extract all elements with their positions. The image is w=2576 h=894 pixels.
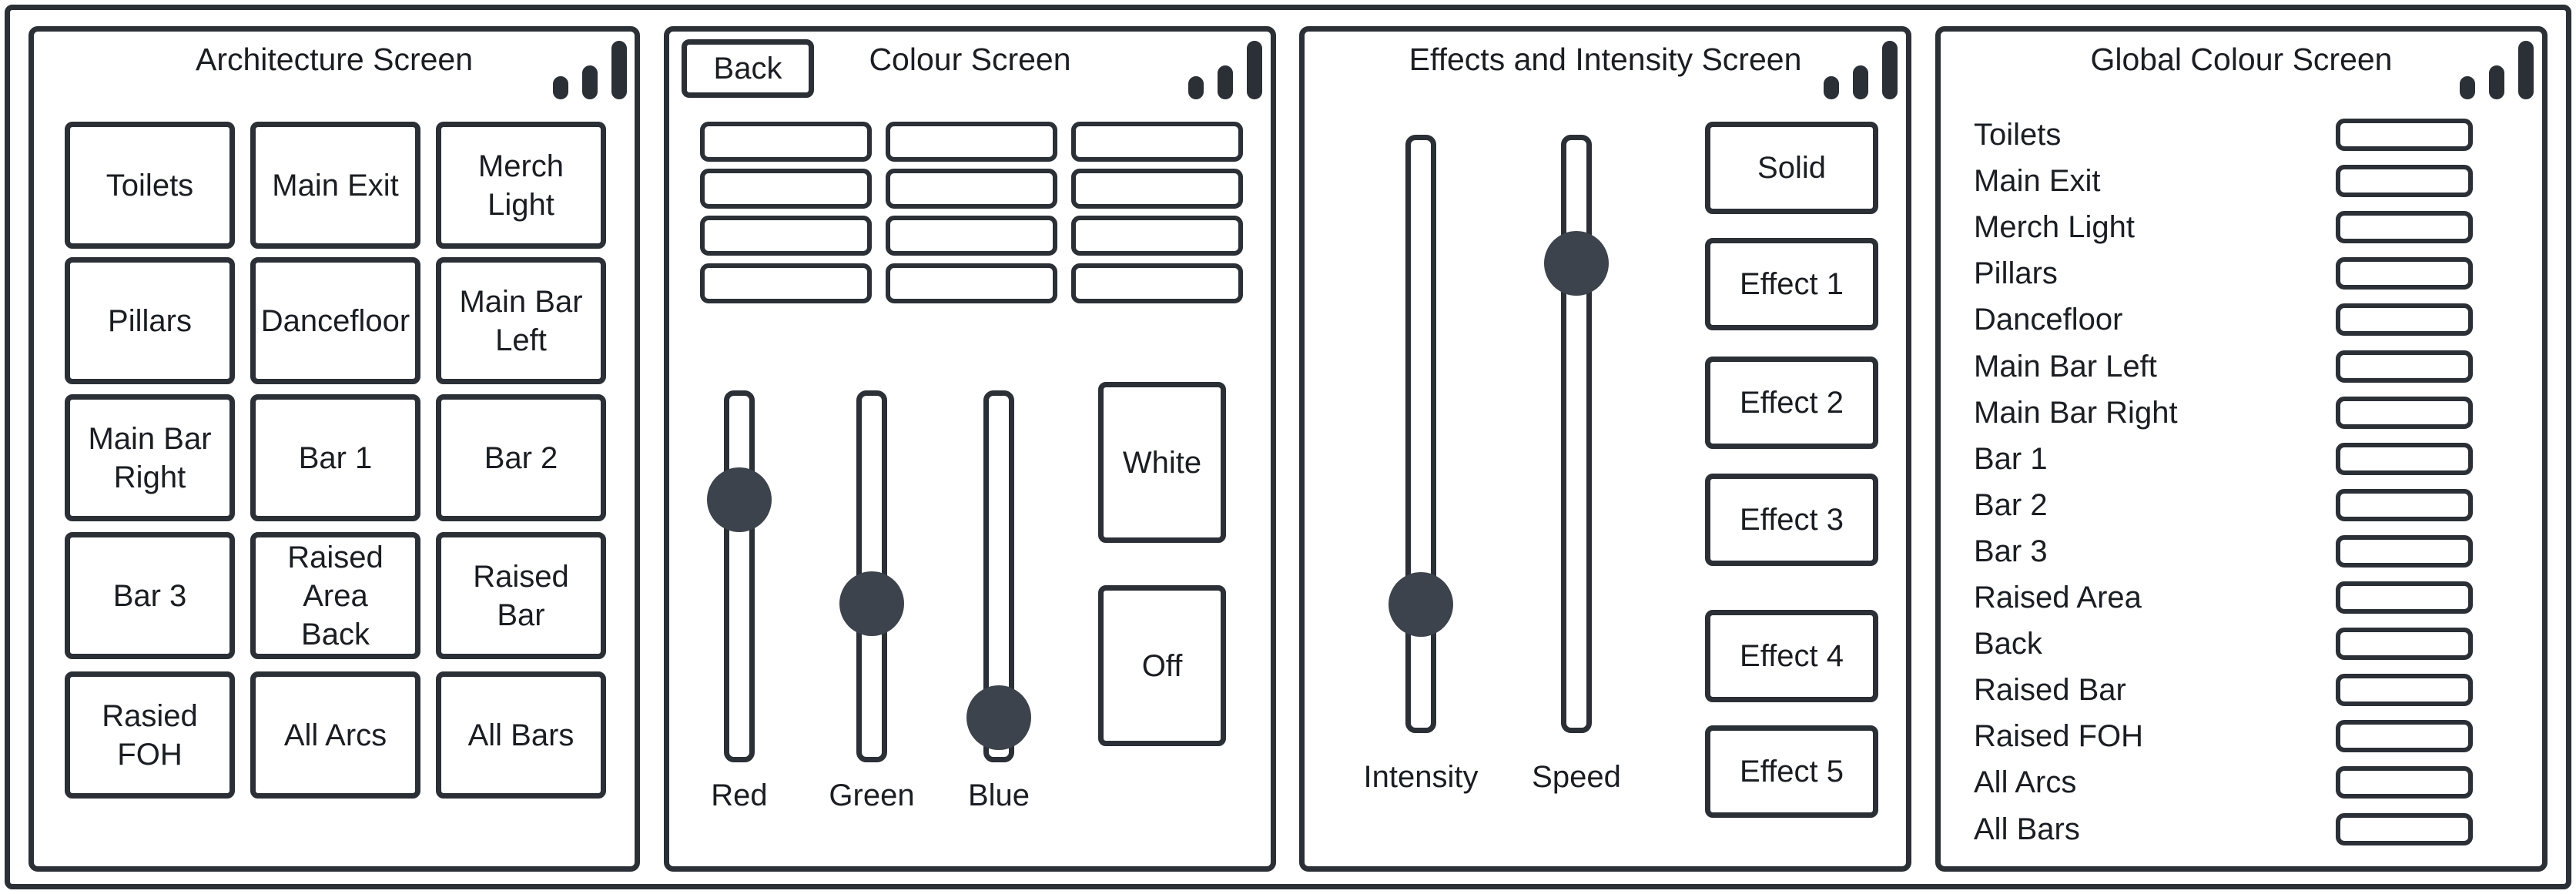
- area-button-rasied-foh[interactable]: Rasied FOH: [65, 671, 235, 799]
- effect-button-effect-3[interactable]: Effect 3: [1705, 474, 1878, 566]
- global-colour-swatch[interactable]: [2336, 442, 2473, 475]
- colour-swatch[interactable]: [700, 122, 872, 162]
- speed-slider-track[interactable]: [1561, 135, 1592, 733]
- global-colour-swatch[interactable]: [2336, 165, 2473, 198]
- effect-button-solid[interactable]: Solid: [1705, 122, 1878, 214]
- app-frame: [5, 5, 2571, 889]
- area-button-merch-light[interactable]: Merch Light: [436, 122, 606, 249]
- global-item-label-all-bars: All Bars: [1974, 812, 2080, 846]
- area-button-pillars[interactable]: Pillars: [65, 257, 235, 384]
- intensity-slider-track[interactable]: [1405, 135, 1436, 733]
- global-title: Global Colour Screen: [2090, 42, 2393, 77]
- global-item-label-toilets: Toilets: [1974, 118, 2062, 152]
- effect-button-effect-5[interactable]: Effect 5: [1705, 725, 1878, 818]
- global-colour-swatch[interactable]: [2336, 257, 2473, 290]
- colour-swatch[interactable]: [886, 169, 1057, 209]
- global-colour-swatch[interactable]: [2336, 119, 2473, 151]
- colour-swatch[interactable]: [1071, 169, 1243, 209]
- global-item-label-merch-light: Merch Light: [1974, 210, 2135, 245]
- architecture-title: Architecture Screen: [195, 42, 474, 77]
- signal-icon: [2460, 38, 2537, 99]
- global-item-label-all-arcs: All Arcs: [1974, 765, 2077, 800]
- intensity-slider-label: Intensity: [1363, 760, 1479, 794]
- signal-icon: [553, 38, 630, 99]
- area-button-raised-bar[interactable]: Raised Bar: [436, 532, 606, 659]
- area-button-bar-2[interactable]: Bar 2: [436, 394, 606, 521]
- global-item-label-dancefloor: Dancefloor: [1974, 303, 2123, 337]
- colour-swatch[interactable]: [700, 263, 872, 303]
- effects-title: Effects and Intensity Screen: [1409, 42, 1802, 77]
- colour-title: Colour Screen: [869, 42, 1071, 77]
- global-colour-swatch[interactable]: [2336, 534, 2473, 568]
- back-button[interactable]: Back: [682, 39, 814, 98]
- global-colour-swatch[interactable]: [2336, 628, 2473, 661]
- colour-swatch[interactable]: [1071, 122, 1243, 162]
- global-item-label-bar-2: Bar 2: [1974, 487, 2048, 522]
- global-item-label-raised-bar: Raised Bar: [1974, 673, 2126, 708]
- global-item-label-main-exit: Main Exit: [1974, 164, 2101, 199]
- area-button-main-exit[interactable]: Main Exit: [250, 122, 420, 249]
- white-button[interactable]: White: [1098, 382, 1226, 543]
- global-colour-swatch[interactable]: [2336, 766, 2473, 799]
- global-colour-swatch[interactable]: [2336, 674, 2473, 707]
- red-slider-label: Red: [711, 778, 768, 812]
- global-colour-swatch[interactable]: [2336, 720, 2473, 753]
- area-button-bar-3[interactable]: Bar 3: [65, 532, 235, 659]
- colour-swatch[interactable]: [886, 263, 1057, 303]
- area-button-raised-area-back[interactable]: Raised Area Back: [250, 532, 420, 659]
- signal-icon: [1824, 38, 1901, 99]
- blue-slider-label: Blue: [967, 778, 1030, 812]
- global-colour-swatch[interactable]: [2336, 581, 2473, 614]
- area-button-main-bar-right[interactable]: Main Bar Right: [65, 394, 235, 521]
- area-button-main-bar-left[interactable]: Main Bar Left: [436, 257, 606, 384]
- global-colour-swatch[interactable]: [2336, 211, 2473, 244]
- global-colour-swatch[interactable]: [2336, 396, 2473, 429]
- global-colour-swatch[interactable]: [2336, 488, 2473, 521]
- colour-swatch[interactable]: [1071, 263, 1243, 303]
- global-item-label-raised-foh: Raised FOH: [1974, 719, 2144, 754]
- global-item-label-main-bar-right: Main Bar Right: [1974, 395, 2178, 430]
- effect-button-effect-4[interactable]: Effect 4: [1705, 610, 1878, 702]
- global-item-label-bar-3: Bar 3: [1974, 534, 2048, 568]
- speed-slider-handle[interactable]: [1544, 230, 1609, 296]
- area-button-dancefloor[interactable]: Dancefloor: [250, 257, 420, 384]
- colour-swatch[interactable]: [700, 216, 872, 256]
- global-item-label-main-bar-left: Main Bar Left: [1974, 349, 2157, 383]
- area-button-bar-1[interactable]: Bar 1: [250, 394, 420, 521]
- area-button-all-bars[interactable]: All Bars: [436, 671, 606, 799]
- global-colour-swatch[interactable]: [2336, 303, 2473, 337]
- green-slider-handle[interactable]: [839, 571, 904, 637]
- speed-slider-label: Speed: [1532, 760, 1621, 794]
- global-item-label-back: Back: [1974, 627, 2042, 661]
- off-button[interactable]: Off: [1098, 585, 1226, 746]
- intensity-slider-handle[interactable]: [1388, 572, 1453, 638]
- blue-slider-handle[interactable]: [966, 685, 1031, 751]
- global-item-label-pillars: Pillars: [1974, 256, 2058, 291]
- green-slider-label: Green: [829, 778, 915, 812]
- global-item-label-raised-area: Raised Area: [1974, 581, 2142, 614]
- colour-swatch[interactable]: [886, 216, 1057, 256]
- global-colour-swatch[interactable]: [2336, 812, 2473, 845]
- effect-button-effect-1[interactable]: Effect 1: [1705, 238, 1878, 330]
- signal-icon: [1188, 38, 1265, 99]
- colour-swatch[interactable]: [700, 169, 872, 209]
- effect-button-effect-2[interactable]: Effect 2: [1705, 357, 1878, 449]
- colour-swatch[interactable]: [1071, 216, 1243, 256]
- global-colour-swatch[interactable]: [2336, 350, 2473, 383]
- red-slider-track[interactable]: [724, 390, 755, 762]
- area-button-toilets[interactable]: Toilets: [65, 122, 235, 249]
- red-slider-handle[interactable]: [707, 467, 772, 532]
- colour-swatch[interactable]: [886, 122, 1057, 162]
- global-item-label-bar-1: Bar 1: [1974, 441, 2048, 476]
- area-button-all-arcs[interactable]: All Arcs: [250, 671, 420, 799]
